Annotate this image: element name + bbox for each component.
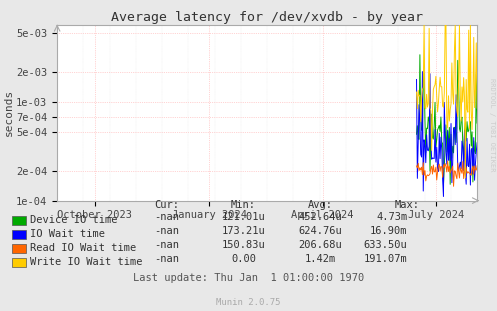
Text: 121.01u: 121.01u: [222, 212, 265, 222]
Text: 452.64u: 452.64u: [299, 212, 342, 222]
Text: 16.90m: 16.90m: [370, 226, 408, 236]
Text: Munin 2.0.75: Munin 2.0.75: [216, 298, 281, 307]
Text: Max:: Max:: [395, 200, 420, 210]
Text: -nan: -nan: [154, 226, 179, 236]
Text: 206.68u: 206.68u: [299, 240, 342, 250]
Y-axis label: seconds: seconds: [3, 89, 13, 136]
Text: Min:: Min:: [231, 200, 256, 210]
Text: 173.21u: 173.21u: [222, 226, 265, 236]
Text: IO Wait time: IO Wait time: [30, 230, 105, 239]
Text: 150.83u: 150.83u: [222, 240, 265, 250]
Text: Write IO Wait time: Write IO Wait time: [30, 258, 142, 267]
Text: Device IO time: Device IO time: [30, 216, 117, 225]
Text: -nan: -nan: [154, 212, 179, 222]
Text: -nan: -nan: [154, 240, 179, 250]
Text: Last update: Thu Jan  1 01:00:00 1970: Last update: Thu Jan 1 01:00:00 1970: [133, 273, 364, 283]
Text: 633.50u: 633.50u: [364, 240, 408, 250]
Text: 4.73m: 4.73m: [376, 212, 408, 222]
Text: RRDTOOL / TOBI OETIKER: RRDTOOL / TOBI OETIKER: [489, 78, 495, 171]
Title: Average latency for /dev/xvdb - by year: Average latency for /dev/xvdb - by year: [111, 11, 423, 24]
Text: -nan: -nan: [154, 254, 179, 264]
Text: 1.42m: 1.42m: [305, 254, 336, 264]
Text: Cur:: Cur:: [154, 200, 179, 210]
Text: 191.07m: 191.07m: [364, 254, 408, 264]
Text: 0.00: 0.00: [231, 254, 256, 264]
Text: Avg:: Avg:: [308, 200, 333, 210]
Text: 624.76u: 624.76u: [299, 226, 342, 236]
Text: Read IO Wait time: Read IO Wait time: [30, 244, 136, 253]
